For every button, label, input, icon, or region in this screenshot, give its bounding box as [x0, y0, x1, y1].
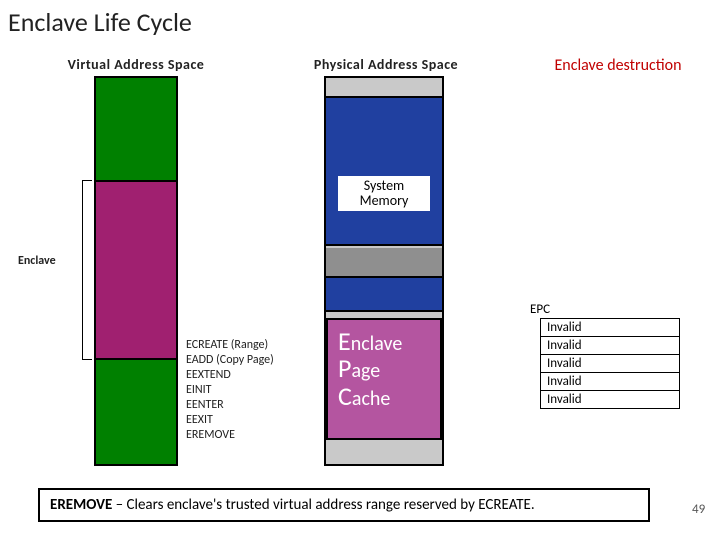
op-eremove: EREMOVE [186, 428, 316, 443]
phys-blue-top [326, 96, 442, 246]
phys-epc-region: Enclave Page Cache [326, 318, 442, 440]
system-memory-label: SystemMemory [338, 176, 430, 211]
phys-blue-mid [326, 276, 442, 312]
epc-row-4: Invalid [540, 373, 680, 391]
phys-gray-mid [326, 248, 442, 276]
epc-row-2: Invalid [540, 337, 680, 355]
bottom-banner: EREMOVE – Clears enclave's trusted virtu… [38, 488, 650, 522]
enclave-bracket [82, 180, 92, 360]
epc-line3: Cache [338, 383, 430, 410]
slide-title: Enclave Life Cycle [8, 6, 192, 38]
epc-title: EPC [530, 302, 550, 317]
banner-bold: EREMOVE [50, 496, 112, 514]
op-eexit: EEXIT [186, 413, 316, 428]
banner-rest: – Clears enclave's trusted virtual addre… [112, 496, 534, 514]
col-header-destruction: Enclave destruction [528, 56, 708, 75]
virtual-enclave-region [94, 180, 178, 360]
enclave-label: Enclave [18, 254, 56, 269]
epc-row-3: Invalid [540, 355, 680, 373]
op-ecreate: ECREATE (Range) [186, 338, 316, 353]
op-eadd: EADD (Copy Page) [186, 353, 316, 368]
epc-row-1: Invalid [540, 318, 680, 337]
epc-line2: Page [338, 355, 430, 382]
epc-table: Invalid Invalid Invalid Invalid Invalid [540, 318, 680, 409]
epc-line1: Enclave [338, 328, 430, 355]
op-eextend: EEXTEND [186, 368, 316, 383]
slide-number: 49 [692, 502, 705, 517]
op-eenter: EENTER [186, 398, 316, 413]
slide-stage: Enclave Life Cycle Virtual Address Space… [0, 0, 720, 540]
ops-list: ECREATE (Range) EADD (Copy Page) EEXTEND… [186, 338, 316, 443]
op-einit: EINIT [186, 383, 316, 398]
epc-row-5: Invalid [540, 391, 680, 409]
col-header-physical: Physical Address Space [296, 56, 476, 73]
col-header-virtual: Virtual Address Space [46, 56, 226, 73]
